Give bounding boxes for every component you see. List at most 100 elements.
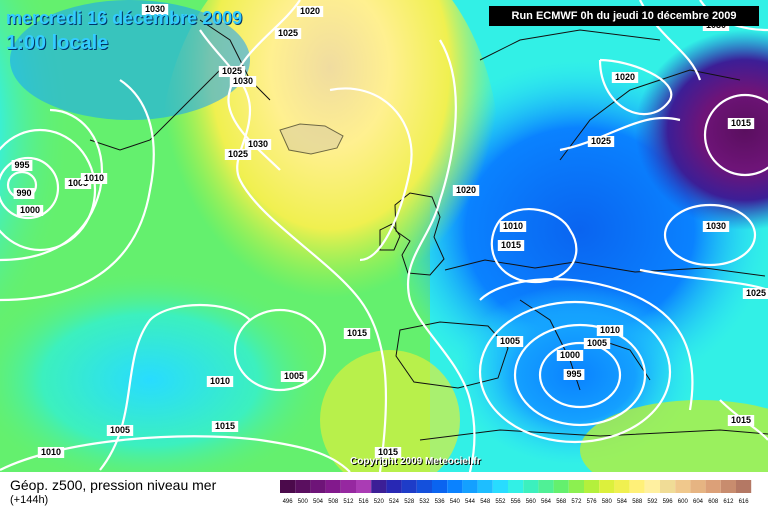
isobar-label: 1000	[556, 350, 584, 361]
scale-swatch	[356, 480, 372, 493]
isobar-label: 1015	[343, 328, 371, 339]
scale-value: 540	[450, 499, 461, 505]
isobar-label: 1015	[497, 240, 525, 251]
isobar-label: 1030	[702, 221, 730, 232]
greenland-zone	[10, 0, 250, 120]
isobar-label: 1025	[274, 28, 302, 39]
scale-value: 576	[587, 499, 598, 505]
isobar-label: 1005	[64, 178, 92, 189]
scale-value: 532	[419, 499, 430, 505]
isobar-label: 1025	[587, 136, 615, 147]
scale-swatch	[644, 480, 660, 493]
isobar-label: 1010	[80, 173, 108, 184]
scale-swatch	[720, 480, 736, 493]
isobar-value: 1030	[233, 76, 253, 86]
isobar-label: 1005	[280, 371, 308, 382]
scale-swatch	[295, 480, 311, 493]
forecast-date-title: mercredi 16 décembre 2009	[6, 8, 243, 28]
isobar-value: 1010	[503, 221, 523, 231]
scale-value: 556	[511, 499, 522, 505]
isobar-label: 990	[13, 188, 35, 199]
isobar-label: 1030	[244, 139, 272, 150]
isobar-label: 1015	[727, 415, 755, 426]
scale-swatch	[280, 480, 296, 493]
scale-value: 536	[435, 499, 446, 505]
isobar-value: 1010	[210, 376, 230, 386]
scale-swatch	[660, 480, 676, 493]
scale-value: 500	[298, 499, 309, 505]
isobar-value: 1025	[228, 149, 248, 159]
isobar-label: 1020	[452, 185, 480, 196]
isobar-value: 1020	[615, 72, 635, 82]
scale-value: 608	[708, 499, 719, 505]
scale-swatch	[371, 480, 387, 493]
isobar-label: 995	[11, 160, 33, 171]
scale-swatch	[340, 480, 356, 493]
isobar-value: 1025	[591, 136, 611, 146]
isobar-value: 995	[566, 369, 581, 379]
isobar-value: 1020	[300, 6, 320, 16]
scale-swatch	[477, 480, 493, 493]
legend-subtitle: (+144h)	[10, 494, 49, 506]
isobar-value: 1025	[222, 66, 242, 76]
northeast-low	[635, 30, 768, 230]
isobar-value: 1010	[600, 325, 620, 335]
scale-value: 564	[541, 499, 552, 505]
scale-value: 548	[480, 499, 491, 505]
isobar-value: 1010	[84, 173, 104, 183]
isobar-value: 1015	[501, 240, 521, 250]
ridge-south	[320, 350, 460, 472]
scale-swatch	[553, 480, 569, 493]
isobar-label: 1010	[596, 325, 624, 336]
isobar-label: 1025	[224, 149, 252, 160]
scale-swatch	[629, 480, 645, 493]
scale-value: 528	[404, 499, 415, 505]
isobar-value: 1015	[347, 328, 367, 338]
scale-value: 612	[723, 499, 734, 505]
isobar-label: 1030	[229, 76, 257, 87]
isobar-label: 1010	[37, 447, 65, 458]
isobar-value: 1000	[20, 205, 40, 215]
isobar-value: 995	[14, 160, 29, 170]
scale-swatch	[690, 480, 706, 493]
scale-value: 568	[556, 499, 567, 505]
isobar-value: 1030	[145, 4, 165, 14]
scale-value: 544	[465, 499, 476, 505]
isobar-label: 1015	[374, 447, 402, 458]
isobar-label: 1020	[611, 72, 639, 83]
scale-value: 552	[495, 499, 506, 505]
isobar-value: 1015	[731, 118, 751, 128]
scale-swatch	[401, 480, 417, 493]
scale-value: 600	[678, 499, 689, 505]
scale-value: 516	[359, 499, 370, 505]
scale-swatch	[568, 480, 584, 493]
scale-swatch	[614, 480, 630, 493]
isobar-value: 1010	[41, 447, 61, 457]
scale-value: 496	[283, 499, 294, 505]
scale-value: 604	[693, 499, 704, 505]
scale-value: 508	[328, 499, 339, 505]
isobar-value: 1020	[456, 185, 476, 195]
copyright-text: Copyright 2009 Meteociel.fr	[350, 456, 481, 467]
scale-swatch	[675, 480, 691, 493]
scale-swatch	[462, 480, 478, 493]
color-scale: 496 500 504 508 512 516 520 524 528 532 536 540 544 5…	[280, 480, 752, 505]
isobar-value: 1025	[746, 288, 766, 298]
isobar-label: 1005	[106, 425, 134, 436]
scale-swatch	[705, 480, 721, 493]
isobar-value: 1000	[560, 350, 580, 360]
isobar-label: 1015	[211, 421, 239, 432]
legend-title: Géop. z500, pression niveau mer	[10, 477, 217, 493]
isobar-value: 1005	[500, 336, 520, 346]
isobar-value: 1015	[731, 415, 751, 425]
isobar-label: 1025	[218, 66, 246, 77]
scale-swatch	[599, 480, 615, 493]
scale-value: 520	[374, 499, 385, 505]
scale-value: 560	[526, 499, 537, 505]
isobar-value: 1005	[284, 371, 304, 381]
isobar-label: 1020	[296, 6, 324, 17]
scale-value: 572	[571, 499, 582, 505]
scale-value: 584	[617, 499, 628, 505]
scale-swatch	[508, 480, 524, 493]
isobar-label: 1005	[496, 336, 524, 347]
